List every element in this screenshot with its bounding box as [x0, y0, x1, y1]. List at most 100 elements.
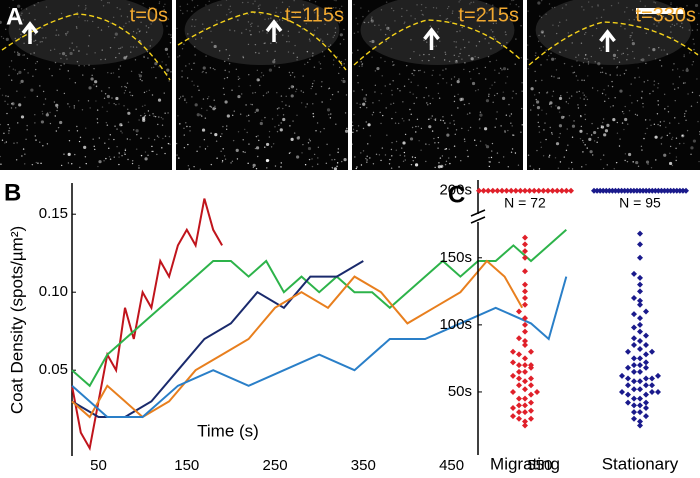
- haze: [360, 0, 515, 65]
- spot: [292, 52, 295, 54]
- spot: [495, 59, 498, 62]
- spot: [415, 131, 417, 133]
- spot: [53, 48, 56, 50]
- data-point: [625, 348, 631, 355]
- spot: [565, 101, 568, 103]
- spot: [258, 7, 260, 10]
- spot: [470, 78, 472, 80]
- data-point: [631, 311, 637, 318]
- spot: [34, 122, 36, 124]
- spot: [367, 21, 370, 24]
- spot: [538, 131, 541, 133]
- spot: [601, 92, 604, 95]
- spot: [478, 119, 480, 121]
- spot: [399, 154, 401, 157]
- spot: [130, 51, 132, 53]
- spot: [577, 54, 580, 56]
- spot: [506, 76, 509, 78]
- spot: [45, 37, 47, 39]
- spot: [391, 141, 393, 144]
- data-point: [522, 378, 528, 385]
- data-point: [637, 297, 643, 304]
- arrow: [265, 19, 283, 42]
- spot: [516, 14, 518, 16]
- spot: [252, 163, 256, 167]
- spot: [566, 91, 568, 94]
- spot: [445, 18, 448, 20]
- data-point: [643, 364, 649, 371]
- data-point: [522, 241, 528, 248]
- spot: [30, 53, 32, 55]
- spot: [548, 3, 551, 5]
- spot: [624, 28, 626, 30]
- spot: [317, 15, 320, 17]
- spot: [380, 29, 382, 31]
- spot: [609, 106, 612, 108]
- spot: [535, 100, 540, 104]
- spot: [165, 64, 167, 66]
- spot: [447, 127, 449, 129]
- spot: [116, 128, 118, 130]
- data-point: [510, 413, 516, 420]
- spot: [36, 60, 38, 63]
- spot: [353, 3, 355, 6]
- spot: [488, 93, 490, 95]
- spot: [546, 59, 548, 61]
- spot: [63, 92, 66, 95]
- spot: [247, 114, 250, 117]
- spot: [143, 112, 146, 115]
- spot: [690, 105, 693, 107]
- spot: [490, 29, 492, 31]
- spot: [50, 49, 52, 52]
- spot: [395, 149, 398, 151]
- spot: [17, 52, 21, 57]
- spot: [258, 79, 260, 81]
- spot: [272, 143, 275, 145]
- spot: [187, 33, 189, 35]
- spot: [35, 139, 37, 141]
- spot: [540, 46, 542, 48]
- data-point: [522, 315, 528, 322]
- spot: [20, 8, 23, 10]
- spot: [132, 30, 135, 33]
- data-point: [522, 422, 528, 429]
- data-point: [637, 288, 643, 295]
- spot: [49, 12, 51, 15]
- spot: [428, 125, 432, 129]
- data-point: [643, 399, 649, 406]
- spot: [494, 81, 496, 84]
- spot: [656, 25, 658, 27]
- spot: [20, 79, 24, 83]
- spot: [260, 72, 263, 74]
- spot: [520, 57, 523, 59]
- spot: [247, 43, 250, 46]
- spot: [278, 66, 280, 69]
- x-tick-label: 450: [439, 457, 464, 474]
- data-point: [631, 362, 637, 369]
- spot: [527, 10, 529, 12]
- spot: [34, 34, 36, 36]
- spot: [474, 139, 476, 141]
- spot: [201, 23, 204, 25]
- data-point: [631, 402, 637, 409]
- spot: [453, 40, 455, 43]
- spot: [262, 94, 265, 97]
- spot: [183, 127, 185, 130]
- spot: [600, 49, 602, 52]
- spot: [355, 17, 357, 19]
- data-point: [517, 187, 524, 194]
- spot: [230, 10, 232, 13]
- data-point: [637, 368, 643, 375]
- spot: [462, 39, 465, 41]
- spot: [653, 23, 655, 25]
- spot: [500, 44, 503, 47]
- data-point: [658, 187, 665, 194]
- data-point: [594, 187, 601, 194]
- spot: [275, 11, 277, 14]
- spot: [560, 95, 562, 97]
- spot: [113, 36, 116, 39]
- spot: [603, 9, 605, 11]
- spot: [626, 59, 628, 61]
- spot: [57, 126, 60, 129]
- spot: [433, 137, 435, 140]
